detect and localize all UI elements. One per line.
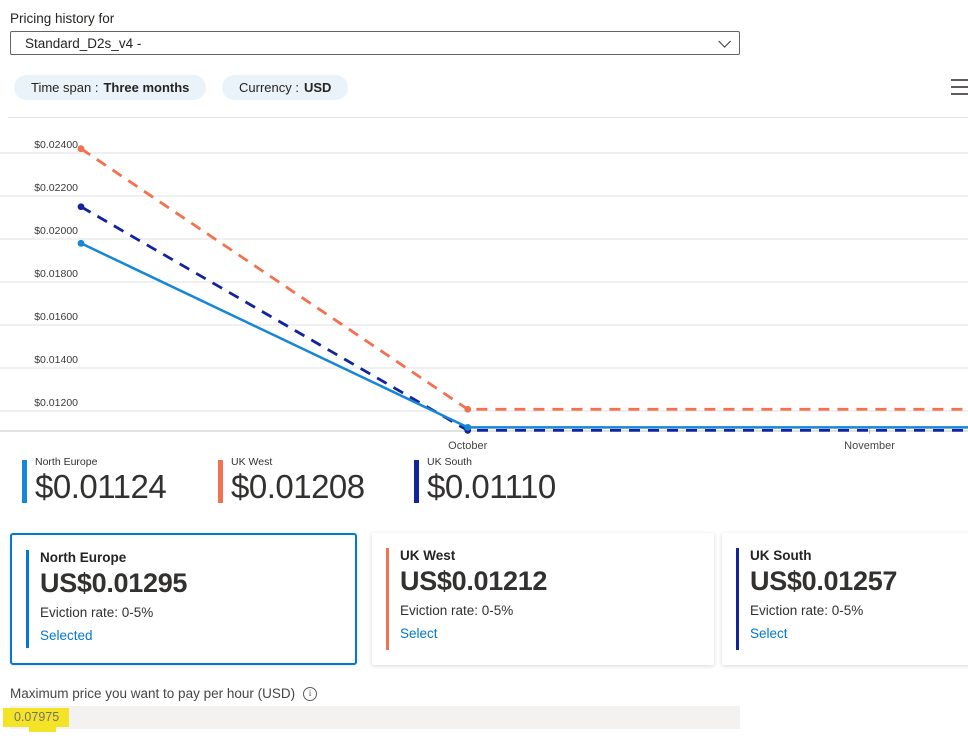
data-point-marker [464,423,472,431]
currency-filter-pill[interactable]: Currency : USD [222,75,349,100]
card-select-link[interactable]: Select [400,626,438,641]
card-accent-bar [736,548,739,650]
pricing-history-label: Pricing history for [10,11,115,26]
legend-color-bar [218,460,223,503]
x-axis-tick-label: October [448,440,487,452]
legend-latest-price: $0.01110 [427,468,556,505]
legend-region-name: UK West [231,456,273,468]
card-region-name: North Europe [40,550,127,565]
currency-value: USD [303,80,332,95]
card-price: US$0.01257 [750,566,898,596]
max-price-label-row: Maximum price you want to pay per hour (… [10,686,318,701]
info-icon[interactable]: i [303,686,318,701]
legend-color-bar [414,460,419,503]
y-axis-tick-label: $0.01600 [34,311,78,323]
card-eviction-rate: Eviction rate: 0-5% [400,603,514,618]
vm-size-dropdown[interactable]: Standard_D2s_v4 - [10,31,740,55]
data-point-marker [464,405,472,413]
time-span-filter-pill[interactable]: Time span : Three months [14,75,207,100]
card-price: US$0.01212 [400,566,548,596]
time-span-value: Three months [103,80,190,95]
series-line [80,147,968,411]
hamburger-menu-icon[interactable] [951,79,968,99]
card-accent-bar [386,548,389,650]
y-axis-tick-label: $0.01400 [34,354,78,366]
legend-item: North Europe $0.01124 [22,456,167,506]
currency-label: Currency : [239,80,299,95]
legend-item: UK South $0.01110 [414,456,556,506]
card-eviction-rate: Eviction rate: 0-5% [40,605,154,620]
card-region-name: UK West [400,548,456,563]
card-region-name: UK South [750,548,812,563]
card-select-link[interactable]: Select [750,626,788,641]
x-axis-tick-label: November [844,440,895,452]
pricing-history-chart: $0.02400 $0.02200 $0.02000 $0.01800 $0.01600… [0,117,968,452]
legend-region-name: UK South [427,456,472,468]
data-point-marker [77,239,85,247]
card-price: US$0.01295 [40,568,188,598]
y-axis-tick-label: $0.02000 [34,225,78,237]
y-axis-tick-label: $0.02200 [34,182,78,194]
highlight-marker [29,725,56,732]
max-price-value: 0.07975 [14,710,60,724]
legend-item: UK West $0.01208 [218,456,365,506]
legend-latest-price: $0.01208 [231,468,365,505]
card-accent-bar [26,550,29,648]
card-selected-link[interactable]: Selected [40,628,93,643]
series-line [80,242,968,429]
time-span-label: Time span : [31,80,99,95]
highlight-marker [3,708,69,727]
chevron-down-icon [718,34,731,48]
card-eviction-rate: Eviction rate: 0-5% [750,603,864,618]
region-card-uk-west[interactable]: UK West US$0.01212 Eviction rate: 0-5% S… [372,533,714,665]
data-point-marker [77,145,85,153]
region-card-north-europe[interactable]: North Europe US$0.01295 Eviction rate: 0… [10,533,357,665]
vm-size-dropdown-value: Standard_D2s_v4 - [25,35,142,51]
legend-latest-price: $0.01124 [35,468,167,505]
max-price-label: Maximum price you want to pay per hour (… [10,686,296,701]
data-point-marker [77,203,85,211]
series-line [80,205,968,432]
max-price-input[interactable] [10,706,740,729]
y-axis-tick-label: $0.01200 [34,397,78,409]
legend-region-name: North Europe [35,456,98,468]
y-axis-tick-label: $0.01800 [34,268,78,280]
y-axis-tick-label: $0.02400 [34,139,78,151]
legend-color-bar [22,460,27,503]
region-card-uk-south[interactable]: UK South US$0.01257 Eviction rate: 0-5% … [722,533,968,665]
